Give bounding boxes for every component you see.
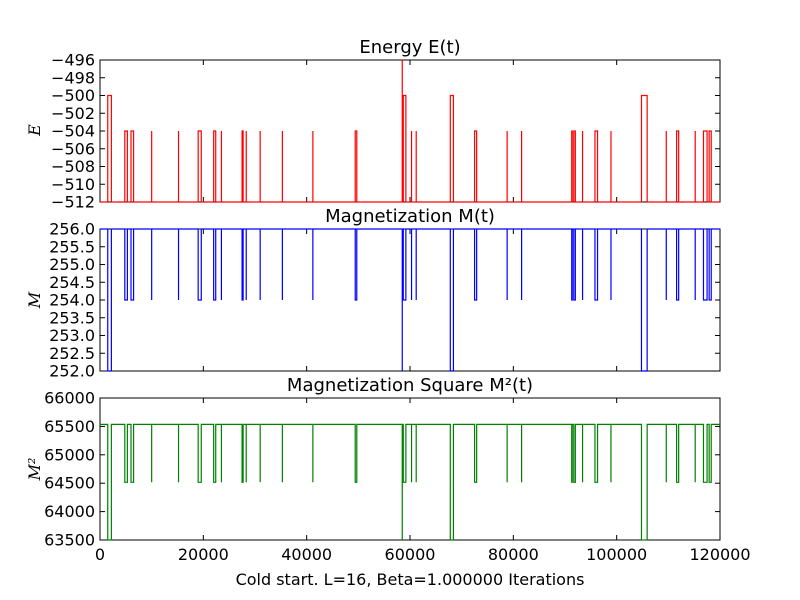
energy-series-line [100, 60, 720, 203]
energy-ytick-label: −500 [51, 86, 95, 105]
magnetization-ytick-label: 255.0 [49, 255, 95, 274]
magnetization-square-ytick-label: 64500 [44, 474, 95, 493]
energy-yticks: −496−498−500−502−504−506−508−510−512 [51, 51, 720, 212]
magnetization-ytick-label: 255.5 [49, 237, 95, 256]
magnetization-square-plot-area [99, 397, 721, 541]
magnetization-square-xtick-label: 20000 [178, 545, 229, 564]
energy-ytick-label: −496 [51, 51, 95, 70]
energy-panel: Energy E(t) E −496−498−500−502−504−506−5… [25, 37, 721, 212]
magnetization-square-ytick-label: 66000 [44, 389, 95, 408]
magnetization-square-xticks: 0 20000 40000 60000 80000 100000 120000 [95, 398, 751, 564]
magnetization-series-line [100, 228, 720, 372]
energy-ylabel: E [25, 124, 44, 137]
magnetization-ylabel: M [25, 291, 44, 309]
magnetization-ytick-label: 254.5 [49, 273, 95, 292]
energy-ytick-label: −508 [51, 157, 95, 176]
energy-ytick-label: −502 [51, 104, 95, 123]
magnetization-ytick-label: 253.5 [49, 308, 95, 327]
magnetization-square-xtick-label: 60000 [385, 545, 436, 564]
magnetization-square-ytick-label: 64000 [44, 502, 95, 521]
magnetization-square-ytick-label: 65000 [44, 445, 95, 464]
magnetization-square-title: Magnetization Square M²(t) [287, 375, 533, 396]
energy-ytick-label: −498 [51, 68, 95, 87]
magnetization-xticks [99, 229, 721, 371]
magnetization-ytick-label: 254.0 [49, 291, 95, 310]
magnetization-square-xtick-label: 80000 [488, 545, 539, 564]
energy-ytick-label: −510 [51, 175, 95, 194]
magnetization-square-ytick-label: 63500 [44, 531, 95, 550]
magnetization-yticks: 256.0255.5255.0254.5254.0253.5253.0252.5… [49, 220, 720, 381]
magnetization-ytick-label: 253.0 [49, 326, 95, 345]
magnetization-square-series-line [100, 423, 720, 541]
energy-plot-area [99, 59, 721, 203]
energy-ytick-label: −506 [51, 139, 95, 158]
magnetization-title: Magnetization M(t) [325, 206, 495, 227]
energy-ytick-label: −512 [51, 193, 95, 212]
magnetization-square-xtick-label: 0 [95, 545, 105, 564]
magnetization-square-xtick-label: 100000 [586, 545, 647, 564]
x-axis-label: Cold start. L=16, Beta=1.000000 Iteratio… [236, 570, 585, 589]
energy-title: Energy E(t) [359, 37, 460, 58]
magnetization-ytick-label: 256.0 [49, 220, 95, 239]
magnetization-panel: Magnetization M(t) M 256.0255.5255.0254.… [25, 206, 721, 381]
magnetization-ytick-label: 252.5 [49, 344, 95, 363]
energy-xticks [99, 60, 721, 202]
magnetization-plot-area [99, 228, 721, 372]
magnetization-ytick-label: 252.0 [49, 362, 95, 381]
magnetization-square-xtick-label: 40000 [281, 545, 332, 564]
magnetization-square-yticks: 66000 65500 65000 64500 64000 63500 [44, 389, 720, 550]
magnetization-square-panel: Magnetization Square M²(t) M² 66000 65500… [25, 375, 751, 589]
magnetization-square-ylabel: M² [25, 458, 44, 482]
magnetization-square-ytick-label: 65500 [44, 417, 95, 436]
energy-ytick-label: −504 [51, 122, 95, 141]
magnetization-square-xtick-label: 120000 [689, 545, 750, 564]
